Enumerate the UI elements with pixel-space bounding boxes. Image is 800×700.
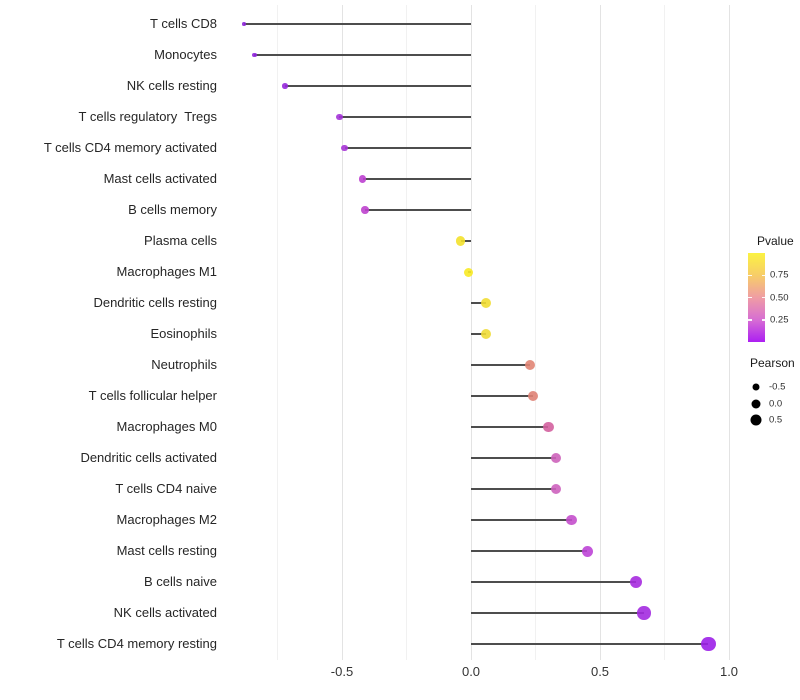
colorbar-tick-mark bbox=[761, 274, 765, 276]
category-label: Mast cells activated bbox=[103, 171, 217, 186]
category-label: Dendritic cells activated bbox=[80, 450, 217, 465]
colorbar-tick-mark bbox=[748, 274, 752, 276]
lollipop-dot bbox=[361, 206, 369, 214]
category-label: NK cells activated bbox=[113, 605, 217, 620]
lollipop-dot bbox=[581, 545, 593, 557]
lollipop-stem bbox=[471, 457, 557, 459]
lollipop-dot bbox=[637, 606, 651, 620]
lollipop-stem bbox=[471, 643, 709, 645]
lollipop-dot bbox=[527, 391, 538, 401]
lollipop-stem bbox=[471, 302, 487, 304]
colorbar-tick-mark bbox=[748, 296, 752, 299]
category-label: Macrophages M0 bbox=[116, 419, 217, 434]
lollipop-dot bbox=[252, 52, 257, 58]
lollipop-dot bbox=[282, 83, 288, 89]
minor-gridline bbox=[535, 5, 536, 660]
category-label: Dendritic cells resting bbox=[93, 295, 217, 310]
lollipop-stem bbox=[471, 581, 637, 583]
lollipop-stem bbox=[471, 519, 572, 521]
pvalue-colorbar bbox=[748, 253, 765, 342]
lollipop-stem bbox=[471, 488, 557, 490]
lollipop-dot bbox=[358, 175, 367, 183]
lollipop-dot bbox=[701, 636, 716, 652]
lollipop-dot bbox=[481, 329, 492, 339]
lollipop-dot bbox=[481, 298, 492, 308]
lollipop-dot bbox=[463, 267, 473, 277]
lollipop-stem bbox=[471, 333, 487, 335]
major-gridline bbox=[728, 5, 730, 660]
pvalue-legend-title: Pvalue bbox=[757, 234, 794, 248]
lollipop-stem bbox=[362, 178, 471, 180]
colorbar-tick-label: 0.50 bbox=[770, 292, 789, 303]
category-label: T cells CD8 bbox=[150, 16, 217, 31]
category-label: T cells CD4 memory resting bbox=[56, 636, 217, 651]
category-label: Mast cells resting bbox=[116, 543, 217, 558]
lollipop-dot bbox=[543, 421, 554, 433]
category-label: Plasma cells bbox=[144, 233, 217, 248]
pearson-legend-dot bbox=[750, 414, 762, 426]
category-label: B cells naive bbox=[144, 574, 217, 589]
pearson-legend-label: 0.0 bbox=[769, 398, 783, 410]
lollipop-stem bbox=[471, 550, 588, 552]
lollipop-dot bbox=[242, 22, 246, 26]
pearson-legend-dot bbox=[751, 399, 761, 409]
major-gridline bbox=[341, 5, 343, 660]
category-label: B cells memory bbox=[128, 202, 217, 217]
category-label: T cells CD4 memory activated bbox=[43, 140, 217, 155]
colorbar-tick-label: 0.75 bbox=[770, 269, 789, 281]
category-label: Macrophages M1 bbox=[116, 264, 217, 279]
lollipop-stem bbox=[471, 395, 533, 397]
x-axis-tick-label: 0.0 bbox=[461, 664, 481, 679]
colorbar-tick-mark bbox=[761, 296, 765, 299]
minor-gridline bbox=[664, 5, 665, 660]
lollipop-stem bbox=[254, 54, 471, 56]
lollipop-stem bbox=[285, 85, 471, 87]
category-label: Monocytes bbox=[154, 47, 217, 62]
lollipop-dot bbox=[341, 144, 348, 152]
colorbar-tick-label: 0.25 bbox=[770, 314, 789, 326]
category-label: NK cells resting bbox=[126, 78, 217, 93]
lollipop-dot bbox=[336, 113, 343, 121]
pearson-legend-label: 0.5 bbox=[769, 414, 783, 426]
x-axis-tick-label: -0.5 bbox=[330, 664, 354, 679]
category-label: T cells regulatory Tregs bbox=[78, 109, 217, 124]
lollipop-stem bbox=[471, 612, 644, 614]
lollipop-stem bbox=[339, 116, 471, 118]
pearson-legend-label: -0.5 bbox=[769, 381, 786, 393]
lollipop-stem bbox=[471, 364, 531, 366]
colorbar-tick-mark bbox=[748, 319, 752, 321]
major-gridline bbox=[599, 5, 601, 660]
lollipop-stem bbox=[243, 23, 471, 25]
lollipop-stem bbox=[365, 209, 471, 211]
lollipop-dot bbox=[550, 483, 562, 495]
lollipop-dot bbox=[550, 452, 562, 464]
minor-gridline bbox=[277, 5, 278, 660]
lollipop-dot bbox=[455, 236, 466, 246]
category-label: T cells follicular helper bbox=[88, 388, 217, 403]
category-label: T cells CD4 naive bbox=[115, 481, 217, 496]
pearson-legend-title: Pearson bbox=[750, 356, 795, 370]
category-label: Eosinophils bbox=[150, 326, 218, 341]
colorbar-tick-mark bbox=[761, 319, 765, 321]
x-axis-tick-label: 1.0 bbox=[719, 664, 739, 679]
category-label: Macrophages M2 bbox=[116, 512, 217, 527]
lollipop-dot bbox=[566, 514, 577, 526]
lollipop-stem bbox=[460, 240, 471, 242]
major-gridline bbox=[470, 5, 472, 660]
lollipop-stem bbox=[344, 147, 471, 149]
category-label: Neutrophils bbox=[151, 357, 217, 372]
lollipop-stem bbox=[471, 426, 549, 428]
lollipop-dot bbox=[525, 360, 536, 370]
lollipop-dot bbox=[629, 575, 643, 589]
minor-gridline bbox=[406, 5, 407, 660]
x-axis-tick-label: 0.5 bbox=[590, 664, 610, 679]
pearson-legend-dot bbox=[752, 383, 760, 391]
